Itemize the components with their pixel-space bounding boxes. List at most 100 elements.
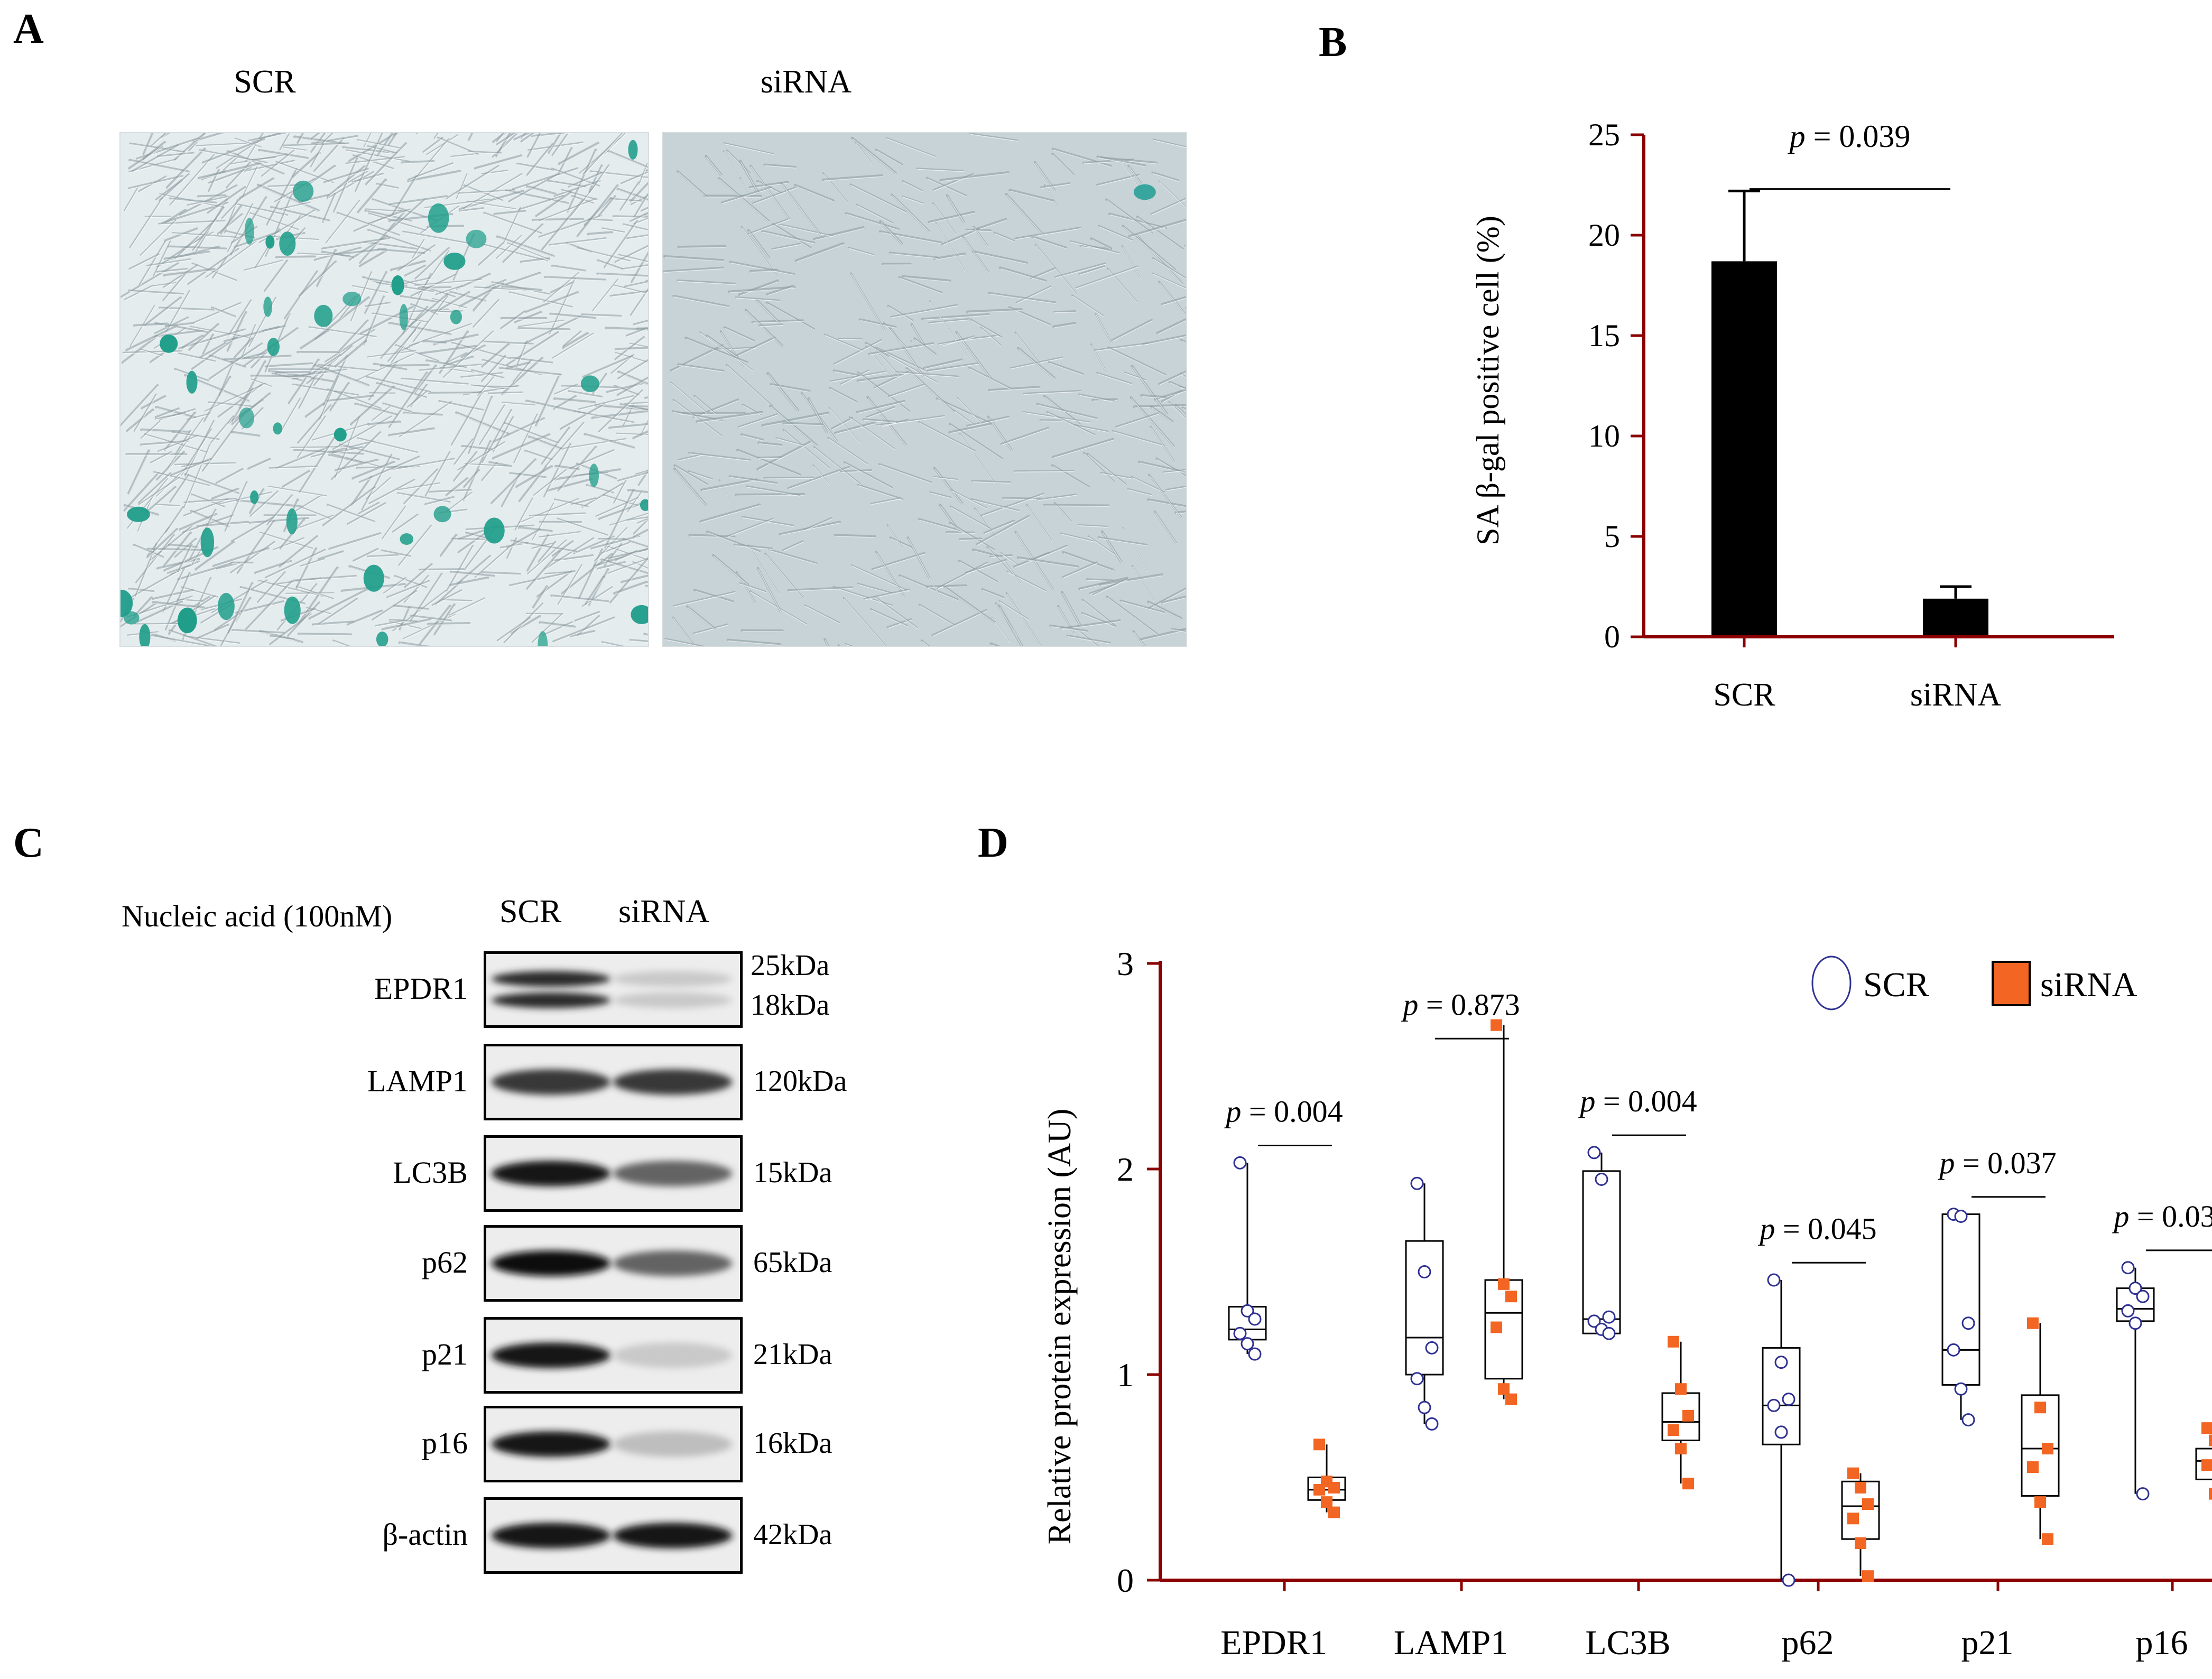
d-y-axis-label: Relative protein expression (AU) <box>1042 1109 1078 1545</box>
d-point-scr <box>1782 1393 1795 1406</box>
b-bar-sirna <box>1923 598 1988 637</box>
d-x-tick-label: p16 <box>2136 1624 2188 1662</box>
d-point-sirna <box>1505 1393 1517 1405</box>
d-y-tick-label: 2 <box>1117 1151 1134 1188</box>
d-pvalue-label: p = 0.004 <box>1224 1094 1343 1129</box>
panel-c-label: C <box>13 820 44 866</box>
d-point-sirna <box>1498 1278 1510 1290</box>
b-y-tick-label: 15 <box>1588 318 1620 353</box>
d-point-sirna <box>1668 1424 1679 1436</box>
blot-band <box>491 1431 611 1457</box>
d-point-scr <box>1602 1326 1616 1340</box>
d-y-tick-label: 3 <box>1117 945 1134 982</box>
d-point-scr <box>2121 1261 2135 1275</box>
d-point-sirna <box>2209 1434 2212 1446</box>
d-pvalue-label: p = 0.037 <box>1937 1146 2056 1180</box>
d-point-sirna <box>2027 1461 2039 1473</box>
d-point-scr <box>1767 1273 1781 1287</box>
d-point-scr <box>1248 1312 1262 1326</box>
d-x-tick-label: LC3B <box>1585 1624 1670 1662</box>
d-point-sirna <box>1682 1478 1694 1490</box>
d-point-sirna <box>1855 1481 1866 1494</box>
blot-size-label: 21kDa <box>753 1338 832 1371</box>
d-point-sirna <box>1498 1383 1510 1395</box>
blot-band <box>613 1069 733 1095</box>
d-pvalue-label: p = 0.037 <box>2112 1199 2212 1233</box>
blot-lc3b <box>484 1135 743 1212</box>
micrograph-scr <box>119 132 649 647</box>
d-point-sirna <box>1862 1498 1874 1510</box>
d-point-sirna <box>1847 1513 1859 1525</box>
d-point-scr <box>1774 1356 1788 1369</box>
blot-band <box>491 1342 611 1368</box>
legend-sirna-label: siRNA <box>2040 966 2137 1004</box>
d-point-sirna <box>1675 1383 1687 1395</box>
blot-protein-label: EPDR1 <box>374 971 468 1006</box>
panel-b-label: B <box>1319 19 1347 66</box>
d-point-scr <box>1233 1326 1247 1340</box>
d-point-scr <box>1248 1347 1262 1361</box>
d-point-scr <box>1425 1341 1439 1355</box>
d-point-scr <box>1587 1146 1601 1159</box>
d-point-scr <box>1241 1337 1254 1351</box>
blot-protein-label: p16 <box>422 1425 468 1460</box>
image-caption-scr: SCR <box>234 64 296 100</box>
blot-band <box>491 971 611 987</box>
blot-band <box>491 1069 611 1095</box>
blot-band <box>613 1523 733 1548</box>
d-point-scr <box>2136 1290 2150 1303</box>
d-point-sirna <box>1313 1483 1325 1496</box>
d-point-scr <box>1602 1310 1616 1324</box>
lane-label-scr: SCR <box>499 894 562 930</box>
blot-band <box>613 1250 733 1276</box>
blot-protein-label: LAMP1 <box>367 1063 468 1098</box>
d-point-sirna <box>2034 1496 2046 1508</box>
d-point-scr <box>1418 1265 1431 1278</box>
d-box-scr <box>1941 1213 1980 1386</box>
d-point-scr <box>2128 1316 2142 1330</box>
d-point-scr <box>1418 1400 1431 1414</box>
legend-scr-label: SCR <box>1863 966 1929 1004</box>
panel-a-label: A <box>13 6 44 52</box>
blot-band <box>491 1161 611 1186</box>
d-point-scr <box>2121 1304 2135 1318</box>
western-blots: EPDR1 25kDa 18kDa LAMP1 120kDa LC3B 15kDa p62 65… <box>0 0 899 1585</box>
blot-size-label: 18kDa <box>751 989 830 1022</box>
d-point-sirna <box>1328 1506 1340 1518</box>
d-point-sirna <box>1682 1409 1694 1422</box>
blot-actin <box>484 1497 743 1574</box>
d-box-scr <box>1582 1170 1621 1334</box>
d-x-tick-label: EPDR1 <box>1220 1624 1327 1662</box>
lane-label-sirna: siRNA <box>618 894 710 930</box>
b-x-tick-label: SCR <box>1713 677 1775 713</box>
blot-p16 <box>484 1406 743 1482</box>
d-point-sirna <box>1862 1570 1874 1582</box>
d-point-sirna <box>2201 1459 2212 1471</box>
blot-band <box>613 971 733 987</box>
legend-scr-marker <box>1811 956 1852 1010</box>
d-point-sirna <box>2209 1488 2212 1500</box>
d-point-sirna <box>1847 1467 1859 1479</box>
d-point-sirna <box>2027 1317 2039 1329</box>
blot-protein-label: β-actin <box>382 1517 468 1552</box>
legend-sirna-marker <box>1992 961 2031 1006</box>
d-x-tick-label: p62 <box>1782 1624 1834 1662</box>
d-x-tick-label: LAMP1 <box>1394 1624 1508 1662</box>
blot-band <box>613 1161 733 1186</box>
d-point-scr <box>1947 1343 1960 1357</box>
b-bar-scr <box>1711 261 1777 637</box>
blot-size-label: 16kDa <box>753 1426 832 1460</box>
blot-size-label: 25kDa <box>751 949 830 982</box>
d-point-scr <box>1961 1413 1975 1427</box>
blot-p21 <box>484 1317 743 1394</box>
b-y-tick-label: 10 <box>1588 419 1620 453</box>
blot-band <box>613 1431 733 1457</box>
bar-chart: SA β-gal positive cell (%) 0 5 10 15 20 25 SC… <box>1470 117 2114 713</box>
d-point-sirna <box>2034 1402 2046 1414</box>
b-y-tick-label: 0 <box>1604 619 1620 654</box>
d-x-tick-label: p21 <box>1961 1624 2014 1662</box>
micrograph-sirna <box>662 132 1187 647</box>
d-point-scr <box>1954 1382 1968 1396</box>
b-pvalue-label: p = 0.039 <box>1788 119 1911 154</box>
